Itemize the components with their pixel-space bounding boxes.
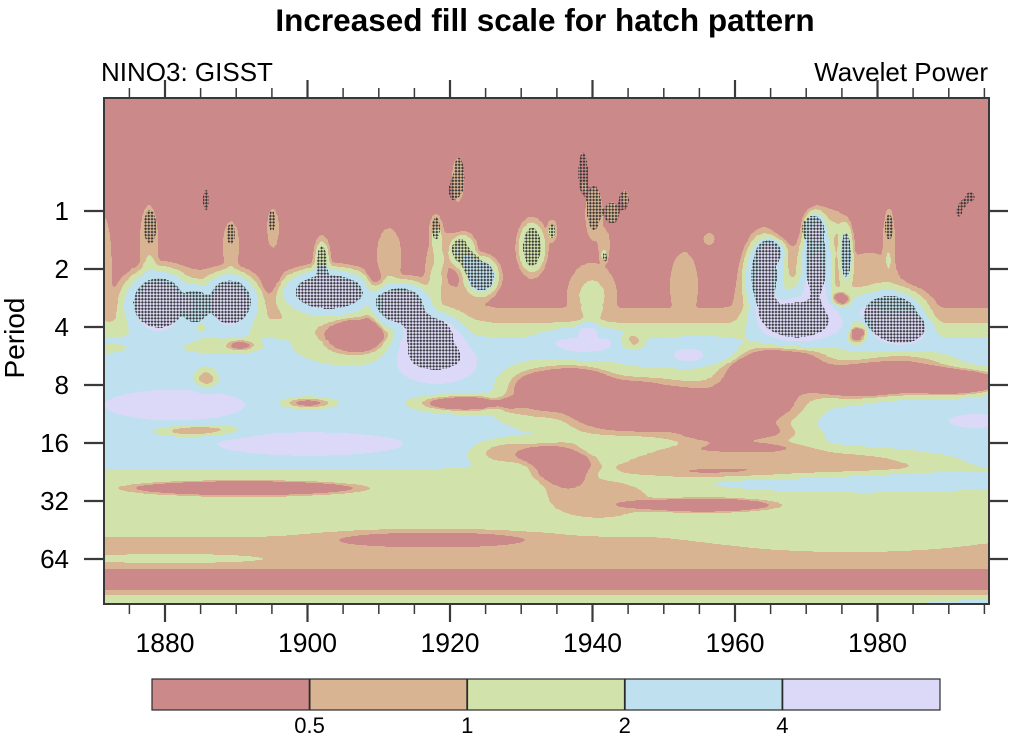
- svg-text:1980: 1980: [848, 628, 907, 658]
- svg-text:32: 32: [40, 486, 69, 516]
- svg-text:1940: 1940: [563, 628, 622, 658]
- svg-text:1900: 1900: [278, 628, 337, 658]
- svg-text:4: 4: [55, 312, 69, 342]
- svg-text:1960: 1960: [706, 628, 765, 658]
- svg-text:Wavelet Power: Wavelet Power: [814, 57, 988, 87]
- svg-text:16: 16: [40, 428, 69, 458]
- svg-text:1: 1: [55, 196, 69, 226]
- svg-text:2: 2: [619, 713, 631, 738]
- svg-text:NINO3: GISST: NINO3: GISST: [101, 57, 273, 87]
- svg-text:64: 64: [40, 544, 69, 574]
- svg-text:1880: 1880: [136, 628, 195, 658]
- svg-text:0.5: 0.5: [294, 713, 325, 738]
- svg-text:1920: 1920: [421, 628, 480, 658]
- svg-text:8: 8: [55, 370, 69, 400]
- svg-text:1: 1: [461, 713, 473, 738]
- svg-text:4: 4: [776, 713, 788, 738]
- svg-text:Increased fill scale for hatch: Increased fill scale for hatch pattern: [275, 2, 814, 38]
- svg-text:Period: Period: [0, 298, 30, 379]
- svg-text:2: 2: [55, 254, 69, 284]
